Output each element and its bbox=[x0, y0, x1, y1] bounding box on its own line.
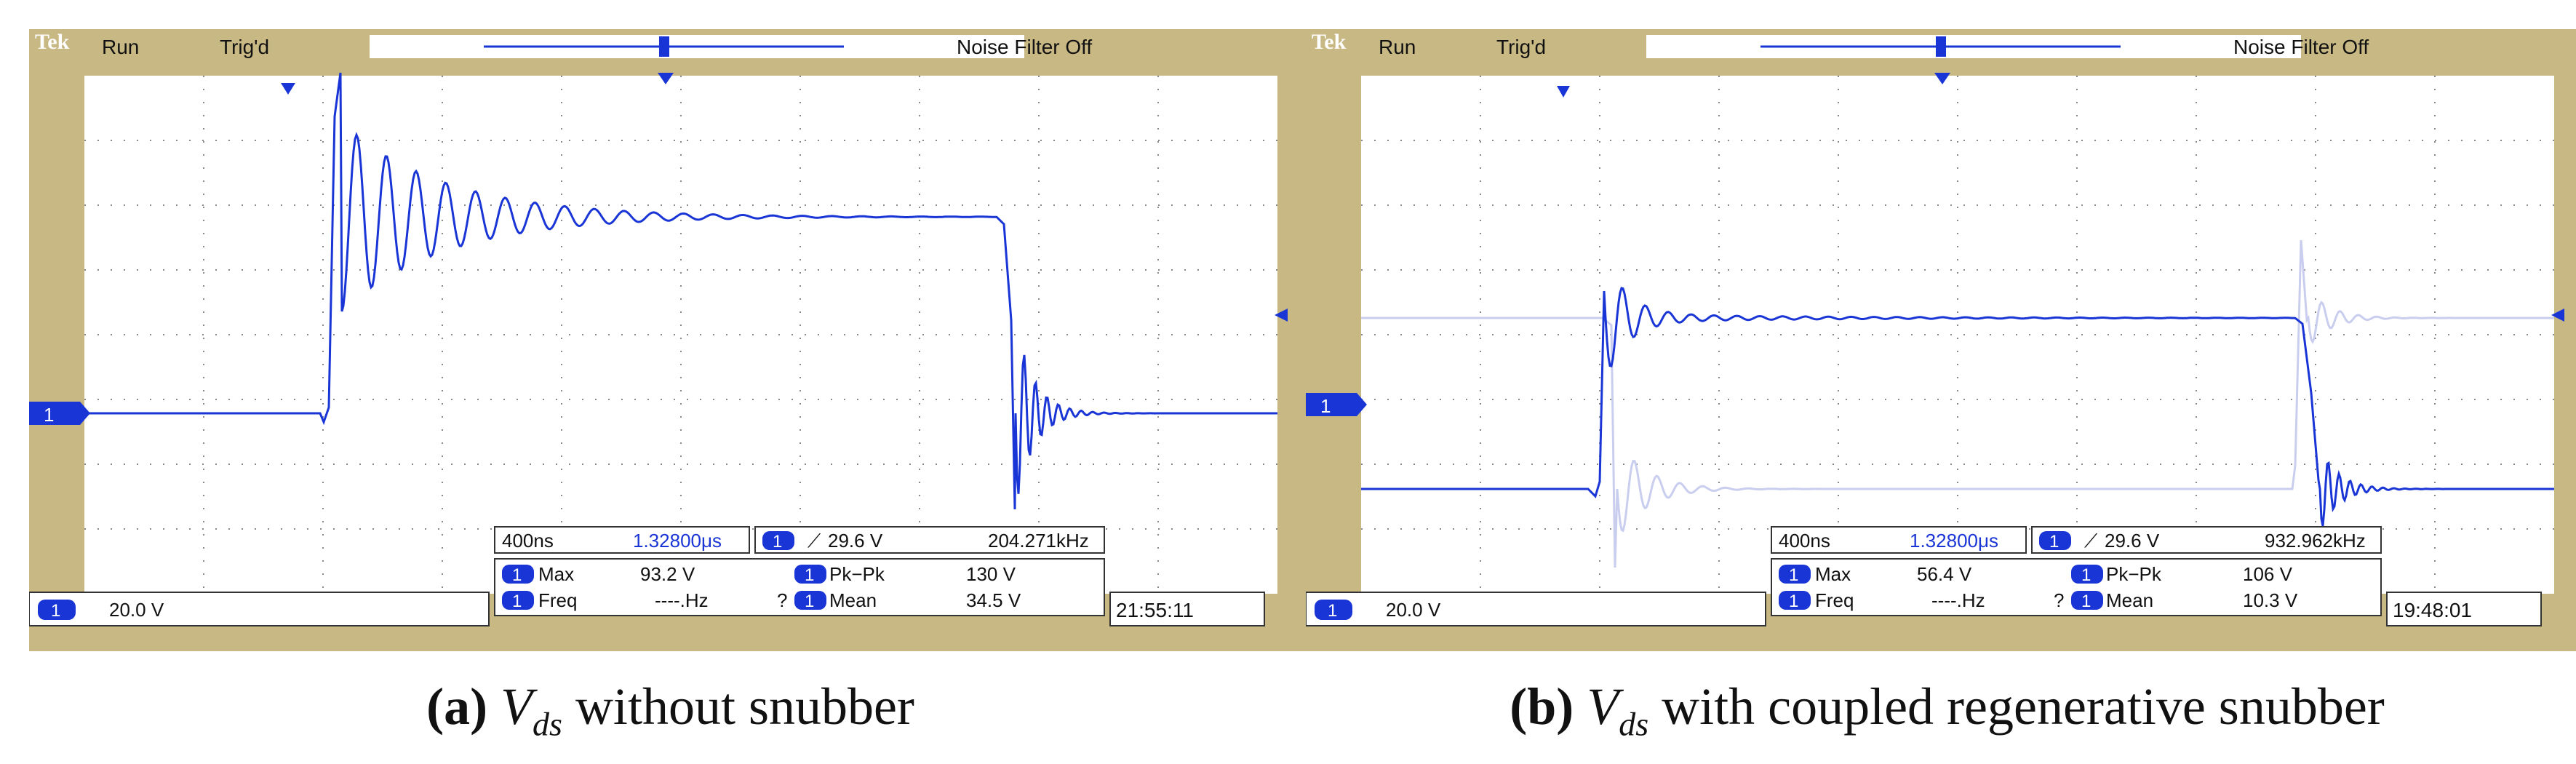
waveform-trace bbox=[1361, 287, 2554, 527]
record-position-marker[interactable] bbox=[1936, 36, 1946, 57]
clock-box bbox=[1109, 592, 1265, 626]
trigger-readout-box bbox=[754, 526, 1105, 554]
svg-text:1: 1 bbox=[44, 404, 54, 426]
svg-text:1: 1 bbox=[805, 565, 814, 585]
record-position-marker[interactable] bbox=[659, 36, 669, 57]
horizontal-position-readout: 1.32800μs bbox=[1910, 530, 1998, 552]
trigger-status: Trig'd bbox=[1496, 36, 1546, 58]
brand-logo: Tek bbox=[35, 30, 70, 54]
clock-readout: 19:48:01 bbox=[2393, 599, 2472, 621]
trigger-level-readout: 29.6 V bbox=[2105, 530, 2160, 552]
svg-text:1: 1 bbox=[1789, 592, 1798, 611]
pkpk-value: 130 V bbox=[966, 563, 1016, 585]
run-status: Run bbox=[102, 36, 139, 58]
svg-text:1: 1 bbox=[2081, 592, 2091, 611]
svg-text:1: 1 bbox=[51, 601, 60, 621]
caption-b: (b) Vds with coupled regenerative snubbe… bbox=[1510, 677, 2385, 743]
trigger-time-marker bbox=[1557, 86, 1570, 98]
horizontal-position-readout: 1.32800μs bbox=[633, 530, 722, 552]
mean-label: Mean bbox=[829, 589, 877, 611]
svg-text:1: 1 bbox=[773, 532, 782, 552]
max-value: 56.4 V bbox=[1917, 563, 1972, 585]
scope-panel-b: Tek Run Trig'd Noise Filter Off 1 400ns … bbox=[1306, 29, 2576, 651]
pkpk-value: 106 V bbox=[2243, 563, 2293, 585]
noise-filter-status: Noise Filter Off bbox=[957, 36, 1092, 58]
channel-scale-box bbox=[1306, 592, 1766, 626]
trigger-readout-box bbox=[2031, 526, 2382, 554]
scope-panel-a: Tek Run Trig'd Noise Filter Off 1 400ns … bbox=[29, 29, 1312, 651]
caption-a: (a) Vds without snubber bbox=[426, 677, 914, 743]
channel-1-marker[interactable] bbox=[29, 402, 80, 425]
timebase-readout-box bbox=[494, 526, 750, 554]
mean-value: 10.3 V bbox=[2243, 589, 2298, 611]
freq-label: Freq bbox=[538, 589, 577, 611]
freq-value: ----.Hz bbox=[655, 589, 709, 611]
timebase-readout: 400ns bbox=[1779, 530, 1830, 552]
trigger-position-marker[interactable] bbox=[1934, 73, 1950, 84]
svg-text:1: 1 bbox=[805, 592, 814, 611]
svg-text:1: 1 bbox=[512, 592, 522, 611]
freq-label: Freq bbox=[1815, 589, 1854, 611]
timebase-readout: 400ns bbox=[502, 530, 554, 552]
svg-text:1: 1 bbox=[512, 565, 522, 585]
svg-text:1: 1 bbox=[2081, 565, 2091, 585]
svg-text:1: 1 bbox=[1320, 395, 1331, 417]
svg-text:1: 1 bbox=[1328, 601, 1337, 621]
reference-waveform-trace bbox=[1361, 239, 2554, 568]
mean-label: Mean bbox=[2106, 589, 2153, 611]
frequency-readout: 932.962kHz bbox=[2265, 530, 2366, 552]
clock-readout: 21:55:11 bbox=[1116, 599, 1194, 621]
svg-text:1: 1 bbox=[1789, 565, 1798, 585]
channel-scale-readout: 20.0 V bbox=[1386, 599, 1441, 621]
trigger-level-readout: 29.6 V bbox=[828, 530, 883, 552]
freq-uncertain: ? bbox=[777, 589, 787, 611]
freq-value: ----.Hz bbox=[1931, 589, 1985, 611]
channel-1-marker[interactable] bbox=[1306, 393, 1357, 416]
trigger-slope-icon: ⟋ bbox=[2084, 530, 2098, 552]
run-status: Run bbox=[1379, 36, 1416, 58]
clock-box bbox=[2386, 592, 2542, 626]
scope-display-b: Tek Run Trig'd Noise Filter Off 1 400ns … bbox=[1306, 29, 2576, 651]
timebase-readout-box bbox=[1771, 526, 2027, 554]
trigger-level-marker[interactable] bbox=[1275, 309, 1288, 322]
noise-filter-status: Noise Filter Off bbox=[2233, 36, 2369, 58]
trigger-level-marker[interactable] bbox=[2551, 309, 2564, 322]
freq-uncertain: ? bbox=[2054, 589, 2064, 611]
svg-text:1: 1 bbox=[2049, 532, 2059, 552]
trigger-time-marker bbox=[281, 83, 295, 95]
channel-scale-readout: 20.0 V bbox=[109, 599, 164, 621]
channel-scale-box bbox=[29, 592, 490, 626]
max-label: Max bbox=[1815, 563, 1851, 585]
scope-display-a: Tek Run Trig'd Noise Filter Off 1 400ns … bbox=[29, 29, 1312, 651]
max-value: 93.2 V bbox=[640, 563, 695, 585]
graticule bbox=[84, 76, 1277, 594]
waveform-trace bbox=[84, 72, 1277, 510]
trigger-status: Trig'd bbox=[220, 36, 269, 58]
mean-value: 34.5 V bbox=[966, 589, 1021, 611]
frequency-readout: 204.271kHz bbox=[988, 530, 1089, 552]
pkpk-label: Pk−Pk bbox=[829, 563, 885, 585]
trigger-position-marker[interactable] bbox=[658, 73, 674, 84]
trigger-slope-icon: ⟋ bbox=[808, 530, 821, 552]
graticule bbox=[1361, 76, 2554, 594]
pkpk-label: Pk−Pk bbox=[2106, 563, 2162, 585]
brand-logo: Tek bbox=[1312, 30, 1347, 54]
max-label: Max bbox=[538, 563, 574, 585]
